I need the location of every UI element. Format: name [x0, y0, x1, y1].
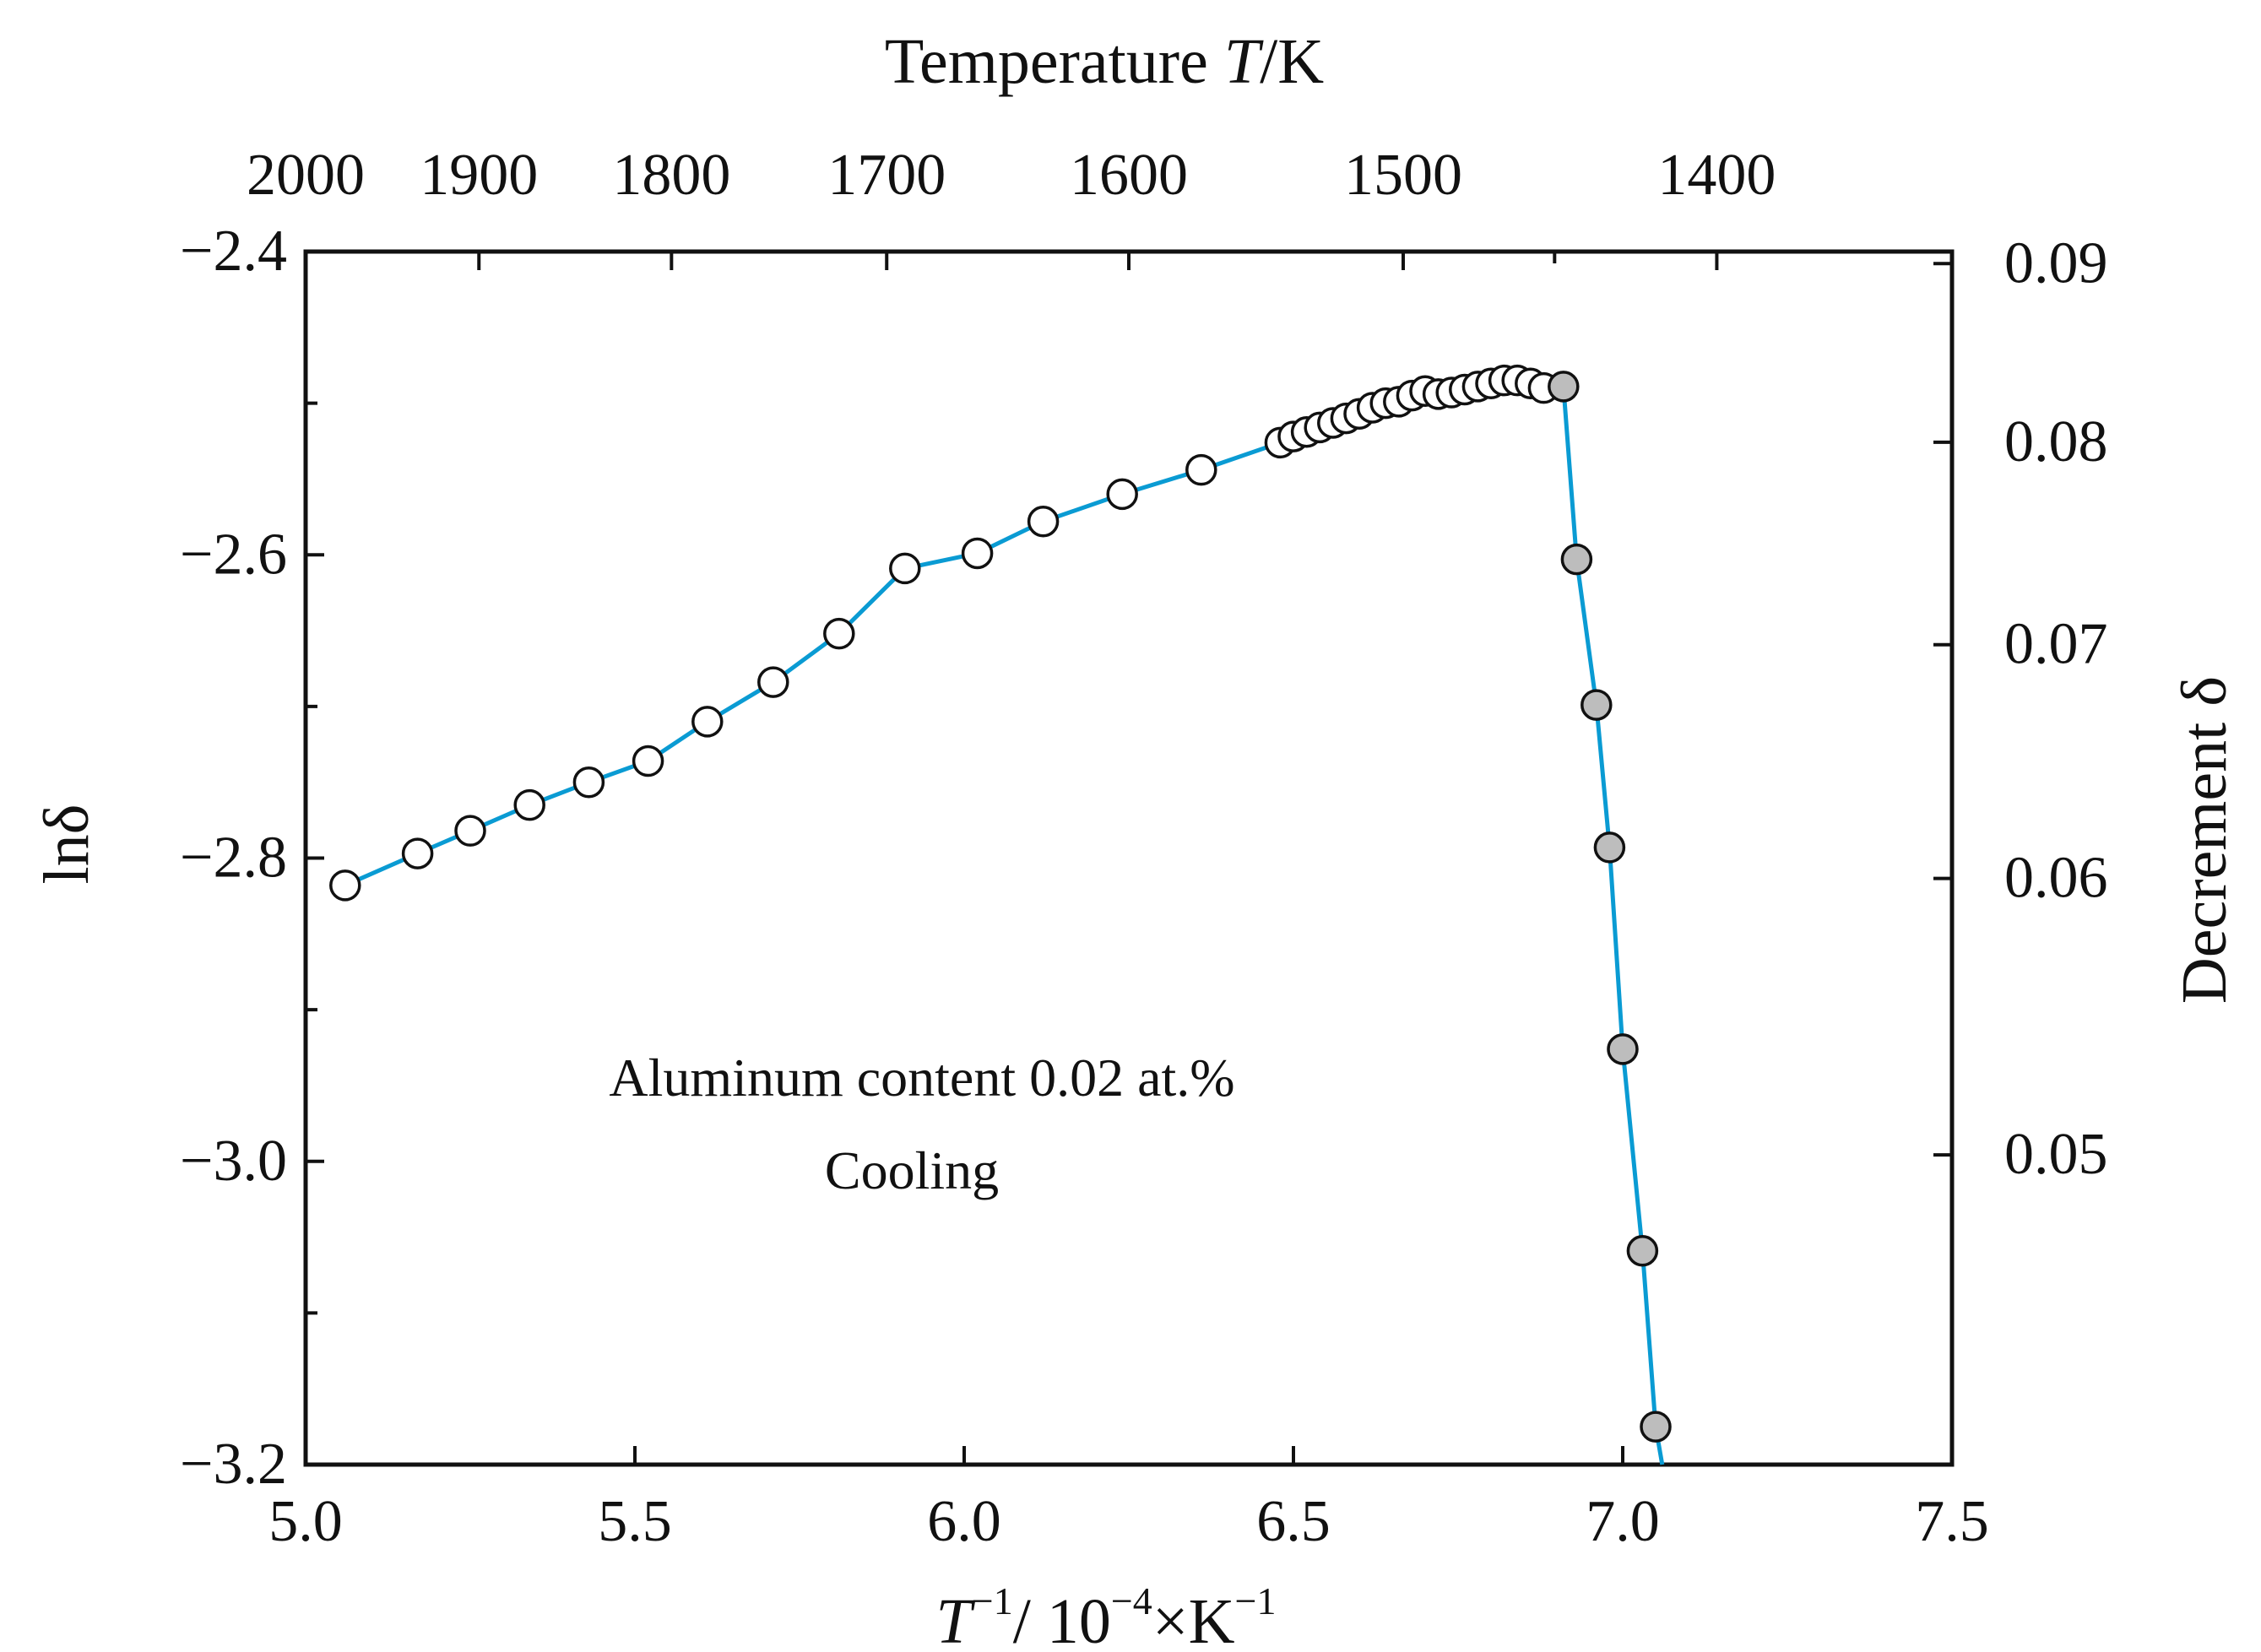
data-point-open [691, 706, 724, 738]
data-point-filled [1640, 1411, 1672, 1443]
top-tick-label: 1500 [1344, 143, 1462, 208]
y-tick-label: −2.6 [180, 522, 287, 587]
y-tick-label: −2.4 [180, 219, 287, 284]
y-tick-label: −3.2 [180, 1432, 287, 1497]
top-tick-label: 1600 [1070, 143, 1188, 208]
x-tick-label: 6.5 [1256, 1489, 1331, 1554]
x-tick-label: 5.5 [598, 1489, 672, 1554]
y-axis-title: lnδ [31, 804, 102, 885]
data-point-open [1185, 453, 1217, 486]
right-tick-label: 0.05 [2004, 1122, 2108, 1187]
y-tick-label: −2.8 [180, 826, 287, 891]
y-tick-label: −3.0 [180, 1129, 287, 1194]
x-axis-title-exp3: −1 [1235, 1579, 1277, 1622]
plot-frame [303, 249, 1955, 1467]
data-point-open [961, 537, 994, 570]
data-point-filled [1548, 371, 1580, 403]
data-point-filled [1560, 543, 1593, 576]
data-point-open [1027, 505, 1060, 538]
x-tick-label: 7.0 [1586, 1489, 1660, 1554]
top-tick-label: 2000 [247, 143, 365, 208]
data-point-open [329, 869, 361, 902]
data-point-open [454, 815, 486, 847]
x-tick-label: 7.5 [1915, 1489, 1989, 1554]
x-axis-title-exp2: −4 [1111, 1579, 1152, 1622]
axis-ticks [304, 250, 1954, 1466]
data-point-open [513, 788, 545, 821]
x-tick-label: 6.0 [927, 1489, 1001, 1554]
top-axis-title-post: /K [1260, 26, 1324, 97]
x-tick-label: 5.0 [268, 1489, 343, 1554]
top-tick-label: 1900 [420, 143, 538, 208]
data-point-open [632, 745, 664, 777]
x-axis-title-mid: / 10 [1013, 1586, 1111, 1652]
top-tick-label: 1400 [1657, 143, 1776, 208]
annotation-aluminum: Aluminum content 0.02 at.% [609, 1048, 1234, 1108]
top-axis-title-pre: Temperature [885, 26, 1224, 97]
data-point-open [889, 552, 921, 585]
annotation-cooling: Cooling [825, 1140, 999, 1200]
axis-tick-labels: 5.0 5.5 6.0 6.5 7.0 7.5 −2.4 −2.6 −2.8 −3.0 −3.2 20… [180, 143, 2107, 1554]
right-tick-label: 0.08 [2004, 409, 2108, 474]
top-tick-label: 1700 [827, 143, 946, 208]
right-tick-label: 0.09 [2004, 230, 2108, 295]
right-tick-label: 0.06 [2004, 846, 2108, 911]
x-axis-title-unit: ×K [1152, 1586, 1235, 1652]
data-point-open [1106, 478, 1138, 511]
right-tick-label: 0.07 [2004, 612, 2108, 677]
x-axis-title-t: T [935, 1586, 975, 1652]
data-points [329, 364, 1672, 1443]
data-point-open [757, 666, 789, 698]
right-axis-title: Decrement δ [2169, 676, 2240, 1004]
top-tick-label: 1800 [612, 143, 730, 208]
data-point-filled [1593, 831, 1626, 864]
data-point-open [401, 837, 434, 869]
data-point-filled [1626, 1234, 1659, 1267]
x-axis-title: T−1/ 10−4×K−1 [935, 1579, 1276, 1652]
data-point-filled [1607, 1033, 1639, 1065]
top-axis-title: Temperature T/K [885, 26, 1324, 97]
series-line [344, 378, 1665, 1465]
top-axis-title-t: T [1224, 26, 1264, 97]
data-point-open [823, 617, 855, 650]
x-axis-title-exp1: −1 [972, 1579, 1013, 1622]
data-point-open [572, 766, 605, 799]
data-point-filled [1581, 689, 1613, 721]
